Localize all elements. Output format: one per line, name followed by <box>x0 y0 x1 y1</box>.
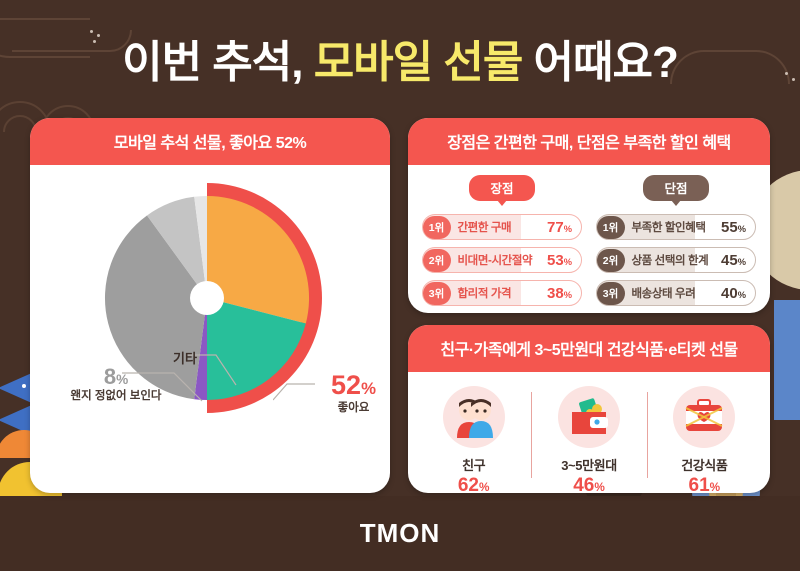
rank-value: 40% <box>721 284 746 302</box>
pros-cons-body: 장점 1위 간편한 구매 77% 2위 비대면-시간절약 53% 3위 합리적 … <box>408 165 770 313</box>
rank-label: 간편한 구매 <box>457 222 512 234</box>
title-part-2: 어때요? <box>522 38 679 87</box>
title-highlight: 모바일 선물 <box>313 38 524 87</box>
rank-label: 부족한 할인혜택 <box>631 222 706 234</box>
tmon-logo: TMON <box>359 518 441 548</box>
pros-cons-header: 장점은 간편한 구매, 단점은 부족한 할인 혜택 <box>408 118 770 165</box>
leader-line-etc <box>186 354 237 386</box>
gift-label: 3~5만원대 <box>561 458 617 473</box>
gift-icon-wrap <box>442 386 505 448</box>
gift-stats-body: 친구 62% 3~5만원대 46% <box>408 372 770 493</box>
rank-label: 비대면-시간절약 <box>457 255 533 267</box>
pie-label-slice-3: 38% 어른들에게 보내는 건 아직… <box>126 478 236 493</box>
rank-value: 55% <box>721 218 746 236</box>
rank-badge: 1위 <box>596 215 625 239</box>
pros-column: 장점 1위 간편한 구매 77% 2위 비대면-시간절약 53% 3위 합리적 … <box>422 175 582 313</box>
fish-shape-decoration <box>0 372 34 436</box>
gift-stats-panel: 친구·가족에게 3~5만원대 건강식품·e티켓 선물 친구 62% <box>408 325 770 493</box>
gift-icon-wrap <box>673 386 736 448</box>
rank-badge: 2위 <box>422 248 451 272</box>
wallet-icon <box>571 398 608 434</box>
title-part-1: 이번 추석, <box>122 38 314 87</box>
list-item[interactable]: 건강식품 61% <box>646 386 762 493</box>
rank-badge: 2위 <box>596 248 625 272</box>
pie-value-38: 38% <box>160 478 202 493</box>
gift-label: 친구 <box>462 458 486 473</box>
rank-value: 77% <box>547 218 572 236</box>
pie-value-52: 52% <box>331 370 376 400</box>
pie-panel-header: 모바일 추석 선물, 좋아요 52% <box>30 118 390 165</box>
dot-decoration-b <box>97 34 100 37</box>
table-row[interactable]: 2위 상품 선택의 한계 45% <box>596 247 756 273</box>
cons-pill: 단점 <box>643 175 709 206</box>
health-kit-icon <box>685 399 723 431</box>
pros-pill: 장점 <box>469 175 535 206</box>
blue-rect-decoration-right <box>774 300 800 420</box>
rank-label: 합리적 가격 <box>457 288 512 300</box>
table-row[interactable]: 3위 합리적 가격 38% <box>422 280 582 306</box>
list-item[interactable]: 3~5만원대 46% <box>531 386 646 493</box>
pie-label-etc: 기타 <box>173 351 197 366</box>
dot-decoration-a <box>90 30 93 33</box>
gift-panel-header: 친구·가족에게 3~5만원대 건강식품·e티켓 선물 <box>408 325 770 372</box>
leader-line-8 <box>122 372 203 402</box>
pie-chart-panel: 모바일 추석 선물, 좋아요 52% <box>30 118 390 493</box>
gift-value: 62% <box>457 475 490 493</box>
pie-value-8: 8% <box>103 364 129 389</box>
gift-label: 건강식품 <box>681 458 728 473</box>
pie-label-slice-0: 29% 시대가 변했으니 상관없다 <box>235 423 355 481</box>
pie-sublabel-good: 좋아요 <box>337 402 370 415</box>
two-friends-icon <box>456 399 493 438</box>
table-row[interactable]: 1위 부족한 할인혜택 55% <box>596 214 756 240</box>
table-row[interactable]: 2위 비대면-시간절약 53% <box>422 247 582 273</box>
leader-line-52 <box>273 383 315 401</box>
gift-value: 61% <box>688 475 721 493</box>
page-title: 이번 추석, 모바일 선물 어때요? <box>0 26 800 90</box>
dot-decoration-c <box>93 40 96 43</box>
rank-label: 상품 선택의 한계 <box>631 255 709 267</box>
rank-badge: 3위 <box>422 281 451 305</box>
gift-icon-wrap <box>557 386 620 448</box>
rank-value: 38% <box>547 284 572 302</box>
dot-decoration-d <box>785 72 788 75</box>
rank-value: 53% <box>547 251 572 269</box>
rank-value: 45% <box>721 251 746 269</box>
table-row[interactable]: 3위 배송상태 우려 40% <box>596 280 756 306</box>
pie-sublabel-slice-0: 시대가 변했으니 상관없다 <box>238 454 352 480</box>
pie-sublabel-slice-4: 왠지 정없어 보인다 <box>70 390 162 403</box>
cons-column: 단점 1위 부족한 할인혜택 55% 2위 상품 선택의 한계 45% 3위 배… <box>596 175 756 313</box>
dot-decoration-e <box>792 78 795 81</box>
rank-label: 배송상태 우려 <box>631 288 696 300</box>
list-item[interactable]: 친구 62% <box>416 386 531 493</box>
rank-badge: 1위 <box>422 215 451 239</box>
pros-cons-panel: 장점은 간편한 구매, 단점은 부족한 할인 혜택 장점 1위 간편한 구매 7… <box>408 118 770 313</box>
gift-value: 46% <box>573 475 605 493</box>
pie-label-slice-4: 8% 왠지 정없어 보인다 <box>66 364 166 404</box>
bottom-band <box>0 496 800 571</box>
pie-chart-svg <box>104 183 322 413</box>
pie-value-29: 29% <box>274 423 316 451</box>
table-row[interactable]: 1위 간편한 구매 77% <box>422 214 582 240</box>
rank-badge: 3위 <box>596 281 625 305</box>
pie-chart-area: 기타 52% 좋아요 29% 시대가 변했으니 상관없다 21% 더 적극적으로… <box>30 165 390 493</box>
pie-label-good: 52% 좋아요 <box>306 370 390 415</box>
